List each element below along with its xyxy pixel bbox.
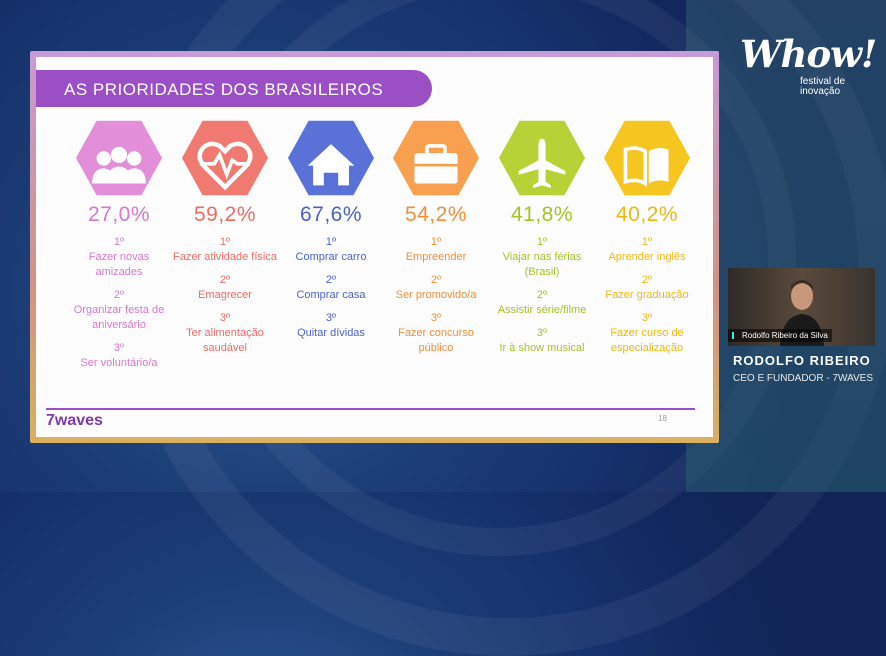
priority-rank: 2º bbox=[219, 274, 231, 286]
priority-column: 40,2% 1º Aprender inglês 2º Fazer graduação 3… bbox=[594, 119, 700, 356]
priority-column: 67,6% 1º Comprar carro 2º Comprar casa 3º Quit… bbox=[278, 119, 384, 341]
logo-word: Whow! bbox=[740, 32, 877, 76]
priority-column: 27,0% 1º Fazer novas amizades 2º Organizar f… bbox=[66, 119, 172, 371]
priority-item: 3º Ter alimentação saudável bbox=[172, 311, 278, 356]
priority-label: Emagrecer bbox=[198, 289, 252, 301]
priority-column: 59,2% 1º Fazer atividade física 2º Emagrecer… bbox=[172, 119, 278, 356]
priority-rank: 3º bbox=[113, 342, 125, 354]
logo-tagline: festival de inovação bbox=[800, 77, 845, 97]
priority-rank: 1º bbox=[325, 236, 337, 248]
slide: AS PRIORIDADES DOS BRASILEIROS 27,0% 1º Fa… bbox=[36, 57, 713, 437]
priority-label: Fazer atividade física bbox=[173, 251, 277, 263]
priority-item: 2º Assistir série/filme bbox=[489, 288, 595, 318]
priority-rank: 1º bbox=[113, 236, 125, 248]
priority-percent: 59,2% bbox=[193, 203, 257, 226]
airplane-icon bbox=[498, 120, 586, 196]
whow-logo: Whow! festival de inovação bbox=[740, 32, 877, 102]
priority-rank: 3º bbox=[430, 312, 442, 324]
priority-item: 1º Fazer novas amizades bbox=[66, 235, 172, 280]
priority-percent: 27,0% bbox=[87, 203, 151, 226]
priority-item: 2º Emagrecer bbox=[172, 273, 278, 303]
priority-item: 1º Viajar nas férias (Brasil) bbox=[489, 235, 595, 280]
speaker-name: RODOLFO RIBEIRO bbox=[733, 353, 871, 368]
priority-label: Ser voluntário/a bbox=[80, 357, 158, 369]
priority-label: Ser promovido/a bbox=[395, 289, 477, 301]
people-icon bbox=[75, 120, 163, 196]
bg-panel bbox=[686, 0, 886, 492]
priority-rank: 3º bbox=[536, 327, 548, 339]
participant-nametag: Rodolfo Ribeiro da Silva bbox=[728, 329, 832, 342]
priority-rank: 2º bbox=[430, 274, 442, 286]
priority-item: 1º Empreender bbox=[383, 235, 489, 265]
priority-label: Fazer concurso público bbox=[398, 327, 474, 354]
priority-percent: 41,8% bbox=[510, 203, 574, 226]
priority-rank: 1º bbox=[430, 236, 442, 248]
priority-item: 2º Fazer graduação bbox=[594, 273, 700, 303]
priority-percent: 40,2% bbox=[615, 203, 679, 226]
priority-label: Comprar carro bbox=[295, 251, 367, 263]
briefcase-icon bbox=[392, 120, 480, 196]
priority-item: 2º Ser promovido/a bbox=[383, 273, 489, 303]
priority-label: Ir à show musical bbox=[499, 342, 585, 354]
heartbeat-icon bbox=[181, 120, 269, 196]
priority-item: 1º Fazer atividade física bbox=[172, 235, 278, 265]
priority-item: 1º Aprender inglês bbox=[594, 235, 700, 265]
priority-label: Fazer novas amizades bbox=[88, 251, 150, 278]
priority-rank: 1º bbox=[219, 236, 231, 248]
audio-icon bbox=[732, 332, 740, 339]
priority-label: Quitar dívidas bbox=[297, 327, 365, 339]
priority-label: Fazer graduação bbox=[605, 289, 689, 301]
priority-rank: 1º bbox=[641, 236, 653, 248]
priority-rank: 2º bbox=[641, 274, 653, 286]
priority-rank: 1º bbox=[536, 236, 548, 248]
camera-feed: Rodolfo Ribeiro da Silva bbox=[728, 268, 875, 346]
priority-rank: 2º bbox=[113, 289, 125, 301]
priority-rank: 3º bbox=[219, 312, 231, 324]
slide-frame: AS PRIORIDADES DOS BRASILEIROS 27,0% 1º Fa… bbox=[30, 51, 719, 443]
footer-divider bbox=[46, 408, 695, 410]
priority-rank: 2º bbox=[536, 289, 548, 301]
priority-label: Assistir série/filme bbox=[497, 304, 587, 316]
priority-column: 54,2% 1º Empreender 2º Ser promovido/a 3º Faze… bbox=[383, 119, 489, 356]
priority-item: 3º Fazer concurso público bbox=[383, 311, 489, 356]
priority-label: Empreender bbox=[405, 251, 467, 263]
priority-column: 41,8% 1º Viajar nas férias (Brasil) 2º Assis… bbox=[489, 119, 595, 356]
priority-percent: 67,6% bbox=[299, 203, 363, 226]
priority-rank: 2º bbox=[325, 274, 337, 286]
page-number: 18 bbox=[658, 414, 667, 423]
slide-title: AS PRIORIDADES DOS BRASILEIROS bbox=[64, 80, 384, 99]
priority-item: 3º Ir à show musical bbox=[489, 326, 595, 356]
priority-label: Fazer curso de especialização bbox=[610, 327, 684, 354]
priority-rank: 3º bbox=[641, 312, 653, 324]
priority-label: Viajar nas férias (Brasil) bbox=[502, 251, 582, 278]
priority-item: 3º Quitar dívidas bbox=[278, 311, 384, 341]
priority-item: 1º Comprar carro bbox=[278, 235, 384, 265]
logo-tagline-2: inovação bbox=[800, 86, 841, 97]
book-icon bbox=[603, 120, 691, 196]
speaker-role: CEO E FUNDADOR - 7WAVES bbox=[733, 373, 874, 384]
priority-percent: 54,2% bbox=[404, 203, 468, 226]
house-icon bbox=[287, 120, 375, 196]
priority-label: Aprender inglês bbox=[608, 251, 686, 263]
title-bar: AS PRIORIDADES DOS BRASILEIROS bbox=[36, 70, 432, 107]
priority-item: 3º Fazer curso de especialização bbox=[594, 311, 700, 356]
logo-tagline-1: festival de bbox=[800, 76, 846, 87]
priority-item: 2º Organizar festa de aniversário bbox=[66, 288, 172, 333]
priority-label: Ter alimentação saudável bbox=[186, 327, 264, 354]
priority-label: Organizar festa de aniversário bbox=[73, 304, 165, 331]
priority-item: 3º Ser voluntário/a bbox=[66, 341, 172, 371]
priority-label: Comprar casa bbox=[296, 289, 366, 301]
brand-logo: 7waves bbox=[46, 412, 103, 429]
priority-item: 2º Comprar casa bbox=[278, 273, 384, 303]
priority-rank: 3º bbox=[325, 312, 337, 324]
participant-name: Rodolfo Ribeiro da Silva bbox=[742, 331, 828, 340]
